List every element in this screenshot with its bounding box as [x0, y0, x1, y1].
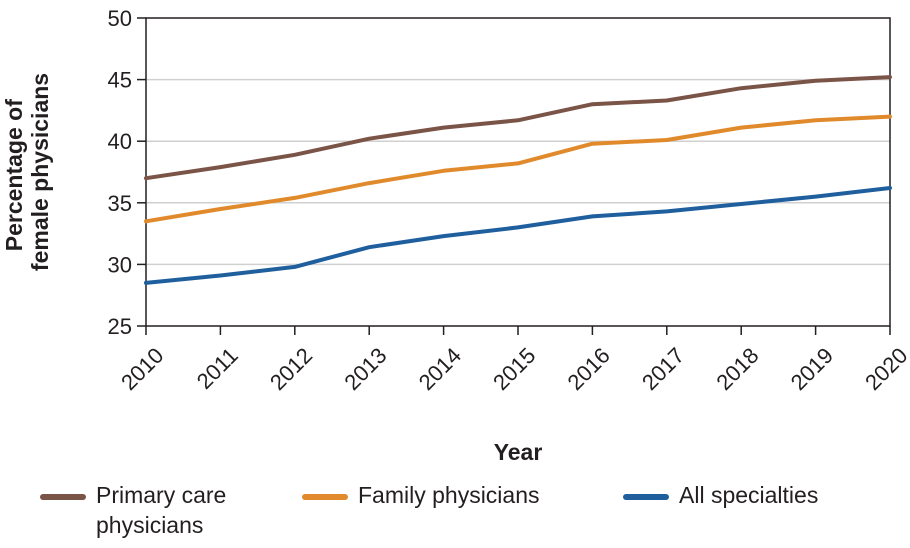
x-tick-label: 2020 [860, 343, 910, 395]
legend: Primary care physicians Family physician… [40, 480, 900, 548]
series-line-family-physicians [144, 114, 892, 224]
legend-label-primary-care-line-1: Primary care [96, 482, 227, 508]
y-tick-label: 30 [108, 252, 132, 277]
x-tick-label: 2015 [488, 343, 540, 395]
x-tick-label: 2013 [339, 343, 391, 395]
y-tick-label: 40 [108, 129, 132, 154]
legend-label-primary-care-line-2: physicians [96, 512, 204, 538]
x-axis-title: Year [494, 439, 543, 465]
y-tick-label: 35 [108, 191, 132, 216]
x-tick-label: 2014 [414, 343, 466, 395]
y-axis-title: Percentage of female physicians [1, 73, 53, 271]
series-line-all-specialties [144, 186, 892, 285]
y-tick-labels: 25 30 35 40 45 50 [108, 6, 132, 339]
legend-item-primary-care: Primary care physicians [40, 480, 226, 540]
y-tick-label: 25 [108, 314, 132, 339]
legend-item-all-specialties: All specialties [623, 480, 818, 510]
x-tick-labels: 2010 2011 2012 2013 2014 2015 2016 2017 2018 2019… [116, 343, 910, 395]
legend-swatch-all-specialties [623, 494, 669, 500]
series-lines [144, 75, 892, 285]
x-tick-label: 2012 [265, 343, 317, 395]
x-tick-label: 2016 [563, 343, 615, 395]
x-tick-label: 2010 [116, 343, 168, 395]
x-tick-label: 2019 [786, 343, 838, 395]
axes [137, 17, 891, 335]
legend-label-primary-care: Primary care physicians [96, 480, 226, 540]
gridlines [146, 78, 890, 266]
y-axis-title-line-1: Percentage of [1, 99, 27, 251]
legend-label-family: Family physicians [358, 482, 540, 508]
y-axis-title-line-2: female physicians [27, 73, 53, 271]
series-line-primary-care-physicians [144, 75, 892, 181]
legend-swatch-family [302, 494, 348, 500]
y-tick-label: 50 [108, 6, 132, 31]
legend-item-family: Family physicians [302, 480, 540, 510]
y-tick-label: 45 [108, 68, 132, 93]
plot-frame [145, 17, 891, 327]
x-tick-label: 2011 [192, 343, 243, 394]
x-tick-label: 2017 [637, 343, 689, 395]
x-tick-label: 2018 [711, 343, 763, 395]
legend-label-all-specialties: All specialties [679, 482, 819, 508]
legend-swatch-primary-care [40, 494, 86, 500]
